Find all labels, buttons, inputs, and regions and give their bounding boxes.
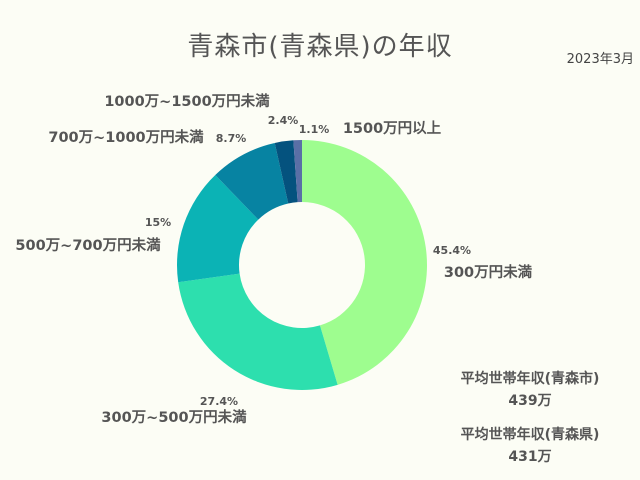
city-average-value: 439万 — [508, 393, 552, 409]
prefecture-average-income: 平均世帯年収(青森県) 431万 — [430, 424, 630, 468]
donut-slice-1 — [302, 140, 428, 385]
slice-percent-label-1: 45.4% — [433, 244, 471, 257]
chart-title: 青森市(青森県)の年収 — [187, 32, 453, 62]
slice-category-label-5: 1000万~1500万円未満 — [104, 92, 270, 110]
slice-category-label-2: 300万~500万円未満 — [101, 408, 247, 426]
slice-category-label-3: 500万~700万円未満 — [15, 236, 161, 254]
city-average-income: 平均世帯年収(青森市) 439万 — [430, 368, 630, 412]
slice-percent-label-5: 2.4% — [268, 114, 299, 127]
donut-slice-6 — [293, 140, 302, 203]
donut-slice-5 — [274, 140, 298, 204]
date-label: 2023年3月 — [566, 52, 634, 67]
slice-category-label-1: 300万円未満 — [444, 263, 533, 281]
slice-percent-label-6: 1.1% — [299, 123, 330, 136]
slice-percent-label-4: 8.7% — [216, 132, 247, 145]
slice-percent-label-2: 27.4% — [200, 395, 238, 408]
city-average-label: 平均世帯年収(青森市) — [460, 371, 600, 387]
slice-category-label-4: 700万~1000万円未満 — [48, 128, 204, 146]
donut-slice-4 — [215, 143, 289, 220]
prefecture-average-value: 431万 — [508, 449, 552, 465]
donut-slice-2 — [178, 273, 338, 390]
donut-slices — [177, 140, 428, 390]
donut-slice-3 — [177, 174, 259, 283]
prefecture-average-label: 平均世帯年収(青森県) — [460, 427, 600, 443]
donut-labels: 45.4% 300万円未満 27.4%300万~500万円未満 15% 500万~700… — [15, 92, 532, 426]
slice-category-label-6: 1500万円以上 — [343, 120, 442, 137]
slice-percent-label-3: 15% — [145, 216, 171, 229]
